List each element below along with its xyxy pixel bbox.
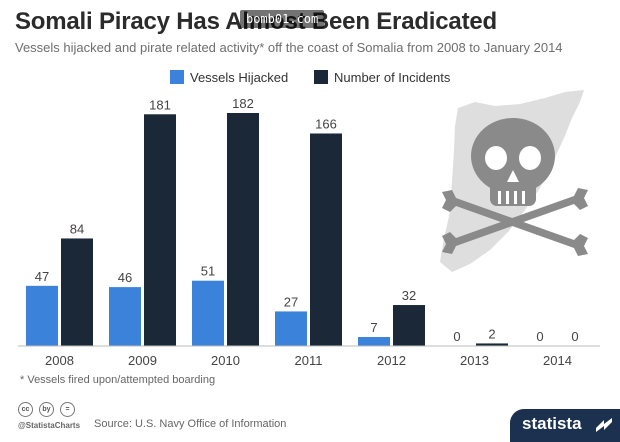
chart-area: Vessels Hijacked Number of Incidents 47 8… [18,70,600,368]
data-label-hijacked-2008: 47 [35,269,49,284]
bar-incidents-2013 [476,343,508,346]
footer: cc by = @StatistaCharts Source: U.S. Nav… [0,395,620,442]
bar-incidents-2008 [61,238,93,346]
bar-incidents-2010 [227,113,259,346]
statista-wordmark: statista [522,414,582,433]
data-label-hijacked-2012: 7 [370,320,377,335]
statista-logo-icon [596,418,612,432]
statista-logo[interactable]: statista [510,409,620,442]
data-label-incidents-2012: 32 [402,288,416,303]
data-label-hijacked-2014: 0 [536,329,543,344]
bar-hijacked-2011 [275,311,307,346]
data-label-incidents-2011: 166 [315,116,337,131]
cc-license-icon: cc [18,402,33,417]
crossbone-2 [442,188,588,254]
legend-swatch-incidents [314,70,328,84]
bar-hijacked-2012 [358,337,390,346]
legend: Vessels Hijacked Number of Incidents [170,70,451,85]
data-label-incidents-2008: 84 [70,221,84,236]
x-tick-label-2011: 2011 [295,353,323,368]
chart-subtitle: Vessels hijacked and pirate related acti… [15,40,563,55]
twitter-handle: @StatistaCharts [18,421,81,430]
x-tick-label-2013: 2013 [460,353,489,368]
data-label-incidents-2014: 0 [571,329,578,344]
bar-hijacked-2010 [192,280,224,346]
data-label-incidents-2010: 182 [232,96,254,111]
x-tick-label-2012: 2012 [377,353,406,368]
x-tick-label-2014: 2014 [543,353,572,368]
source-note: Source: U.S. Navy Office of Information [94,418,287,430]
legend-label-hijacked: Vessels Hijacked [190,70,288,85]
legend-swatch-hijacked [170,70,184,84]
skull-icon [471,118,555,206]
data-label-incidents-2009: 181 [149,97,171,112]
data-label-hijacked-2013: 0 [453,329,460,344]
legend-label-incidents: Number of Incidents [334,70,451,85]
data-label-incidents-2013: 2 [488,326,495,341]
bar-incidents-2011 [310,133,342,346]
bar-incidents-2012 [393,305,425,346]
plot-area: 4784200846181200951182201027166201173220… [26,96,579,368]
x-tick-label-2008: 2008 [45,353,74,368]
bar-incidents-2009 [144,114,176,347]
attribution-icon: by [39,402,54,417]
footnote: * Vessels fired upon/attempted boarding [20,374,216,386]
bar-hijacked-2009 [109,287,141,346]
watermark: bomb01.com [240,10,325,28]
data-label-hijacked-2011: 27 [284,294,298,309]
x-tick-label-2009: 2009 [128,353,157,368]
no-derivatives-icon: = [60,402,75,417]
somalia-skull-decoration [440,90,588,272]
bar-hijacked-2008 [26,285,58,346]
data-label-hijacked-2009: 46 [118,270,132,285]
x-tick-label-2010: 2010 [211,353,240,368]
data-label-hijacked-2010: 51 [201,264,215,279]
